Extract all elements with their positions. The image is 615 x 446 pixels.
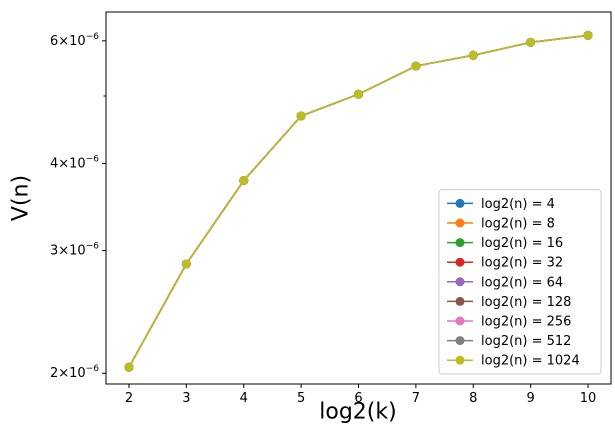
data-point — [583, 30, 593, 40]
y-tick-label: 2×10−6 — [50, 364, 99, 381]
x-tick-label: 10 — [580, 391, 597, 406]
x-tick-label: 9 — [527, 391, 535, 406]
y-axis-title: V(n) — [9, 175, 34, 221]
legend-label: log2(n) = 16 — [481, 236, 563, 251]
data-point — [468, 50, 478, 60]
legend-label: log2(n) = 512 — [481, 334, 571, 349]
data-point — [181, 259, 191, 269]
x-tick-label: 4 — [240, 391, 248, 406]
x-tick-label: 7 — [412, 391, 420, 406]
legend-marker — [455, 198, 465, 208]
legend-marker — [455, 316, 465, 326]
y-tick-label: 3×10−6 — [50, 242, 99, 259]
legend: log2(n) = 4 log2(n) = 8 log2(n) = 16 log2(n… — [438, 189, 602, 375]
y-tick-label: 6×10−6 — [50, 32, 99, 49]
data-point — [124, 362, 134, 372]
legend-label: log2(n) = 256 — [481, 315, 571, 330]
legend-marker — [455, 218, 465, 228]
plot-frame — [105, 11, 612, 385]
legend-label: log2(n) = 1024 — [481, 354, 580, 369]
x-tick-label: 2 — [125, 391, 133, 406]
legend-label: log2(n) = 32 — [481, 256, 563, 271]
legend-box — [438, 189, 602, 375]
legend-label: log2(n) = 64 — [481, 275, 563, 290]
data-point — [296, 111, 306, 121]
legend-label: log2(n) = 4 — [481, 197, 555, 212]
y-tick-label: 4×10−6 — [50, 155, 99, 172]
data-point — [239, 176, 249, 186]
legend-label: log2(n) = 8 — [481, 217, 555, 232]
data-point — [526, 37, 536, 47]
legend-marker — [455, 355, 465, 365]
y-axis: 2×10−6 3×10−6 4×10−6 6×10−6 — [50, 32, 106, 381]
data-point — [354, 89, 363, 99]
legend-marker — [455, 277, 465, 287]
legend-marker — [455, 238, 465, 248]
legend-marker — [455, 257, 465, 267]
x-tick-label: 3 — [182, 391, 190, 406]
x-axis-title: log2(k) — [319, 400, 396, 425]
x-tick-label: 8 — [469, 391, 477, 406]
legend-label: log2(n) = 128 — [481, 295, 571, 310]
legend-marker — [455, 336, 465, 346]
legend-marker — [455, 296, 465, 306]
x-tick-label: 6 — [354, 391, 362, 406]
series-layer — [124, 30, 593, 372]
data-point — [411, 61, 421, 71]
x-axis: 2 3 4 5 6 7 8 9 10 — [125, 384, 597, 406]
x-tick-label: 5 — [297, 391, 305, 406]
